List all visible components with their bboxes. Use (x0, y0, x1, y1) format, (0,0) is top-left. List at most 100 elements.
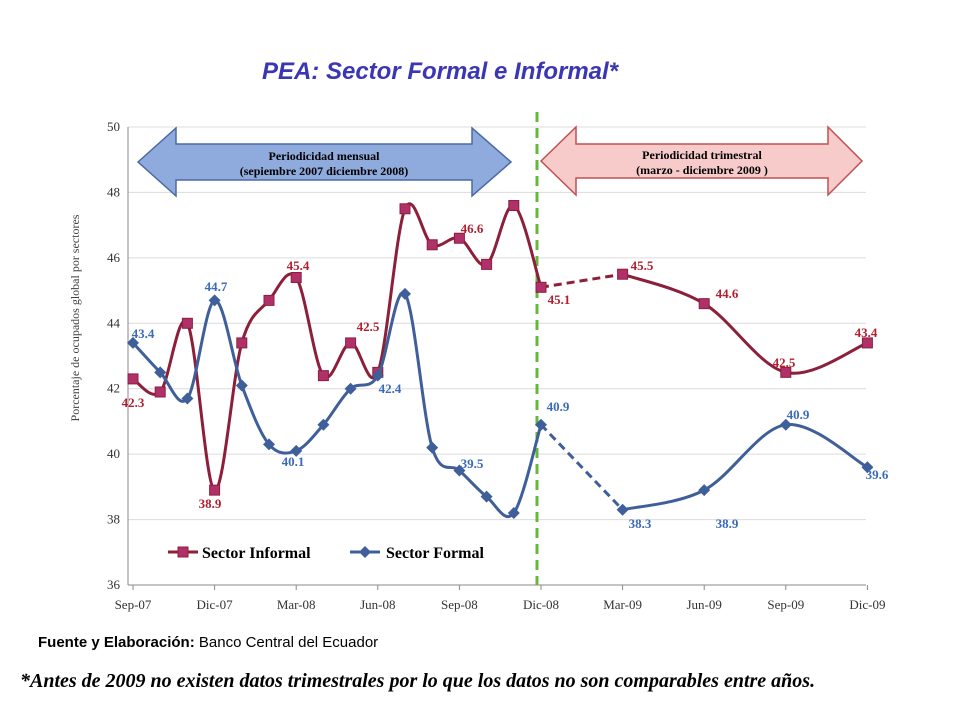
x-tick-Dic-07: Dic-07 (197, 597, 234, 612)
formal-quarterly-line (622, 423, 869, 512)
informal-marker-0 (127, 373, 139, 385)
monthly-arrow-line-2: (sepiembre 2007 diciembre 2008) (240, 164, 409, 178)
informal-marker-4 (236, 337, 248, 349)
informal-marker-13 (481, 258, 493, 270)
formal-data-label-4: 39.5 (461, 456, 484, 471)
formal-marker-14 (507, 507, 520, 520)
formal-marker-9 (371, 369, 384, 382)
formal-marker-0 (127, 336, 139, 349)
informal-marker-11 (426, 239, 438, 251)
x-tick-Mar-09: Mar-09 (603, 597, 642, 612)
y-tick-38: 38 (107, 512, 120, 527)
formal-marker-10 (399, 287, 411, 300)
formal-data-label-2: 40.1 (282, 454, 305, 469)
formal-data-label-8: 40.9 (787, 407, 810, 422)
chart-title: PEA: Sector Formal e Informal* (261, 58, 619, 85)
formal-marker-12 (453, 464, 466, 477)
y-tick-46: 46 (107, 250, 121, 265)
informal-data-label-8: 42.5 (773, 355, 796, 370)
informal-marker-18 (780, 366, 792, 378)
informal-data-label-9: 43.4 (855, 325, 878, 340)
formal-marker-4 (235, 379, 248, 392)
informal-data-label-1: 38.9 (199, 496, 222, 511)
y-tick-48: 48 (107, 184, 120, 199)
informal-marker-19 (861, 337, 873, 349)
grid-lines (128, 126, 866, 521)
source-label: Fuente y Elaboración: (38, 634, 195, 651)
axes (127, 127, 868, 590)
formal-data-label-6: 38.3 (629, 516, 652, 531)
source-line: Fuente y Elaboración: Banco Central del … (38, 634, 378, 651)
formal-data-label-0: 43.4 (132, 326, 155, 341)
informal-marker-14 (508, 200, 520, 212)
informal-marker-7 (317, 370, 329, 382)
informal-marker-8 (345, 337, 357, 349)
informal-data-label-3: 42.5 (357, 319, 380, 334)
y-tick-50: 50 (107, 119, 120, 134)
x-tick-Jun-08: Jun-08 (360, 597, 395, 612)
informal-marker-12 (453, 232, 465, 244)
informal-data-label-2: 45.4 (287, 258, 310, 273)
informal-marker-6 (290, 271, 302, 283)
informal-data-label-0: 42.3 (122, 395, 145, 410)
footnote: *Antes de 2009 no existen datos trimestr… (20, 670, 816, 692)
x-tick-Sep-07: Sep-07 (115, 597, 152, 612)
formal-marker-7 (317, 418, 330, 431)
x-tick-Dic-09: Dic-09 (849, 597, 885, 612)
formal-monthly-line (131, 291, 543, 519)
formal-data-label-7: 38.9 (716, 516, 739, 531)
formal-marker-5 (263, 438, 275, 451)
monthly-period-arrow (136, 126, 513, 198)
period-arrows: Periodicidad mensual (sepiembre 2007 dic… (136, 125, 864, 198)
informal-data-label-4: 46.6 (461, 221, 484, 236)
y-tick-40: 40 (107, 446, 120, 461)
formal-marker-18 (779, 418, 792, 431)
quarterly-arrow-line-1: Periodicidad trimestral (642, 148, 762, 162)
informal-data-label-6: 45.5 (631, 258, 654, 273)
quarterly-arrow-line-2: (marzo - diciembre 2009 ) (636, 163, 768, 177)
formal-marker-3 (208, 294, 221, 307)
formal-marker-16 (616, 503, 629, 516)
informal-marker-5 (263, 294, 275, 306)
x-tick-Mar-08: Mar-08 (277, 597, 316, 612)
y-tick-labels: 36 38 40 42 44 46 48 50 (107, 119, 121, 592)
informal-data-label-7: 44.6 (716, 286, 739, 301)
legend: Sector Informal Sector Formal (168, 545, 484, 562)
formal-data-label-3: 42.4 (379, 381, 402, 396)
formal-marker-8 (344, 382, 357, 395)
formal-marker-13 (480, 490, 493, 503)
informal-marker-15 (535, 281, 547, 293)
formal-marker-1 (154, 366, 167, 379)
y-tick-44: 44 (107, 315, 121, 330)
informal-transition-line (540, 272, 623, 289)
informal-marker-1 (154, 386, 166, 398)
legend-informal-marker (177, 546, 189, 558)
x-tick-Jun-09: Jun-09 (687, 597, 722, 612)
formal-marker-6 (290, 444, 303, 457)
y-tick-36: 36 (107, 577, 121, 592)
formal-marker-15 (535, 418, 547, 431)
formal-marker-17 (698, 484, 711, 497)
informal-marker-16 (617, 268, 629, 280)
quarterly-period-arrow (539, 125, 864, 197)
legend-formal-label: Sector Formal (386, 545, 484, 562)
informal-marker-17 (698, 298, 710, 310)
monthly-arrow-line-1: Periodicidad mensual (268, 149, 380, 163)
y-tick-42: 42 (107, 381, 120, 396)
data-series (127, 200, 874, 520)
informal-marker-10 (399, 203, 411, 215)
x-tick-Sep-09: Sep-09 (767, 597, 804, 612)
x-tick-Sep-08: Sep-08 (441, 597, 478, 612)
formal-data-label-1: 44.7 (205, 279, 228, 294)
informal-marker-2 (181, 317, 193, 329)
formal-data-label-5: 40.9 (547, 399, 570, 414)
source-value: Banco Central del Ecuador (198, 634, 379, 651)
data-labels: 42.3 38.9 45.4 42.5 46.6 45.1 45.5 44.6 42.5 43.4… (122, 221, 889, 531)
legend-formal-marker (359, 546, 371, 558)
formal-marker-2 (181, 392, 194, 405)
formal-marker-19 (861, 461, 874, 474)
informal-data-label-5: 45.1 (548, 292, 571, 307)
informal-quarterly-line (622, 272, 868, 375)
x-tick-labels: Sep-07 Dic-07 Mar-08 Jun-08 Sep-08 Dic-08 Mar-… (115, 597, 886, 612)
